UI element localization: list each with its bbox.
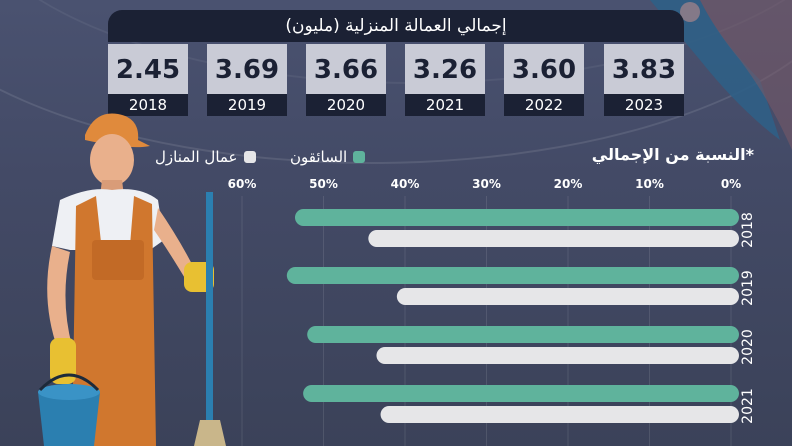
- total-year: 2018: [108, 94, 188, 116]
- worker-right-arm: [154, 208, 196, 280]
- worker-head: [90, 134, 134, 186]
- total-card-2021: 3.26 2021: [405, 44, 485, 116]
- total-year: 2019: [207, 94, 287, 116]
- bar-drivers-2020: [307, 326, 739, 343]
- total-year: 2021: [405, 94, 485, 116]
- legend-label-drivers: السائقون: [290, 148, 348, 166]
- worker-left-arm: [47, 246, 72, 350]
- bar-housekeepers-2020: [376, 347, 739, 364]
- x-tick-label: 0%: [721, 177, 741, 191]
- decor-shape: [700, 0, 792, 150]
- total-card-2023: 3.83 2023: [604, 44, 684, 116]
- x-tick-label: 60%: [228, 177, 257, 191]
- total-value: 3.69: [207, 44, 287, 94]
- totals-panel: إجمالي العمالة المنزلية (مليون) 2.45 201…: [108, 10, 684, 116]
- background-arc-inner: [0, 0, 792, 84]
- total-year: 2020: [306, 94, 386, 116]
- category-label: 2021: [740, 388, 756, 424]
- total-value: 3.83: [604, 44, 684, 94]
- x-tick-label: 40%: [391, 177, 420, 191]
- bucket: [38, 392, 100, 446]
- x-tick-label: 30%: [472, 177, 501, 191]
- legend-swatch-drivers: [353, 151, 366, 163]
- bar-drivers-2019: [286, 267, 739, 284]
- bar-drivers-2018: [294, 209, 739, 226]
- bar-housekeepers-2021: [380, 406, 739, 423]
- total-value: 3.60: [504, 44, 584, 94]
- legend-swatch-housekeepers: [243, 151, 256, 163]
- total-card-2022: 3.60 2022: [504, 44, 584, 116]
- worker-bib: [92, 240, 144, 280]
- total-value: 3.26: [405, 44, 485, 94]
- worker-figure: [38, 113, 226, 446]
- totals-title: إجمالي العمالة المنزلية (مليون): [108, 10, 684, 42]
- total-card-2020: 3.66 2020: [306, 44, 386, 116]
- legend-label-housekeepers: عمال المنازل: [155, 148, 238, 166]
- total-value: 3.66: [306, 44, 386, 94]
- x-tick-label: 20%: [554, 177, 583, 191]
- worker-glove-left: [50, 338, 76, 384]
- legend-drivers: السائقون: [290, 148, 366, 166]
- bar-housekeepers-2018: [368, 230, 739, 247]
- mop-head: [194, 420, 226, 446]
- year-cards: 2.45 2018 3.69 2019 3.66 2020 3.26 2021 …: [108, 44, 684, 116]
- mop-handle: [206, 192, 213, 422]
- chart-title: *النسبة من الإجمالي: [591, 145, 754, 164]
- total-year: 2023: [604, 94, 684, 116]
- total-card-2018: 2.45 2018: [108, 44, 188, 116]
- x-tick-label: 10%: [635, 177, 664, 191]
- legend-housekeepers: عمال المنازل: [155, 148, 256, 166]
- total-value: 2.45: [108, 44, 188, 94]
- category-label: 2018: [740, 212, 756, 248]
- category-label: 2020: [740, 329, 756, 365]
- x-tick-label: 50%: [309, 177, 338, 191]
- category-label: 2019: [740, 270, 756, 306]
- total-card-2019: 3.69 2019: [207, 44, 287, 116]
- bucket-handle: [38, 373, 100, 392]
- bucket-rim: [38, 384, 100, 400]
- decor-dot: [680, 2, 700, 22]
- total-year: 2022: [504, 94, 584, 116]
- bar-drivers-2021: [303, 385, 739, 402]
- bar-housekeepers-2019: [396, 288, 739, 305]
- background-arc: [0, 0, 792, 164]
